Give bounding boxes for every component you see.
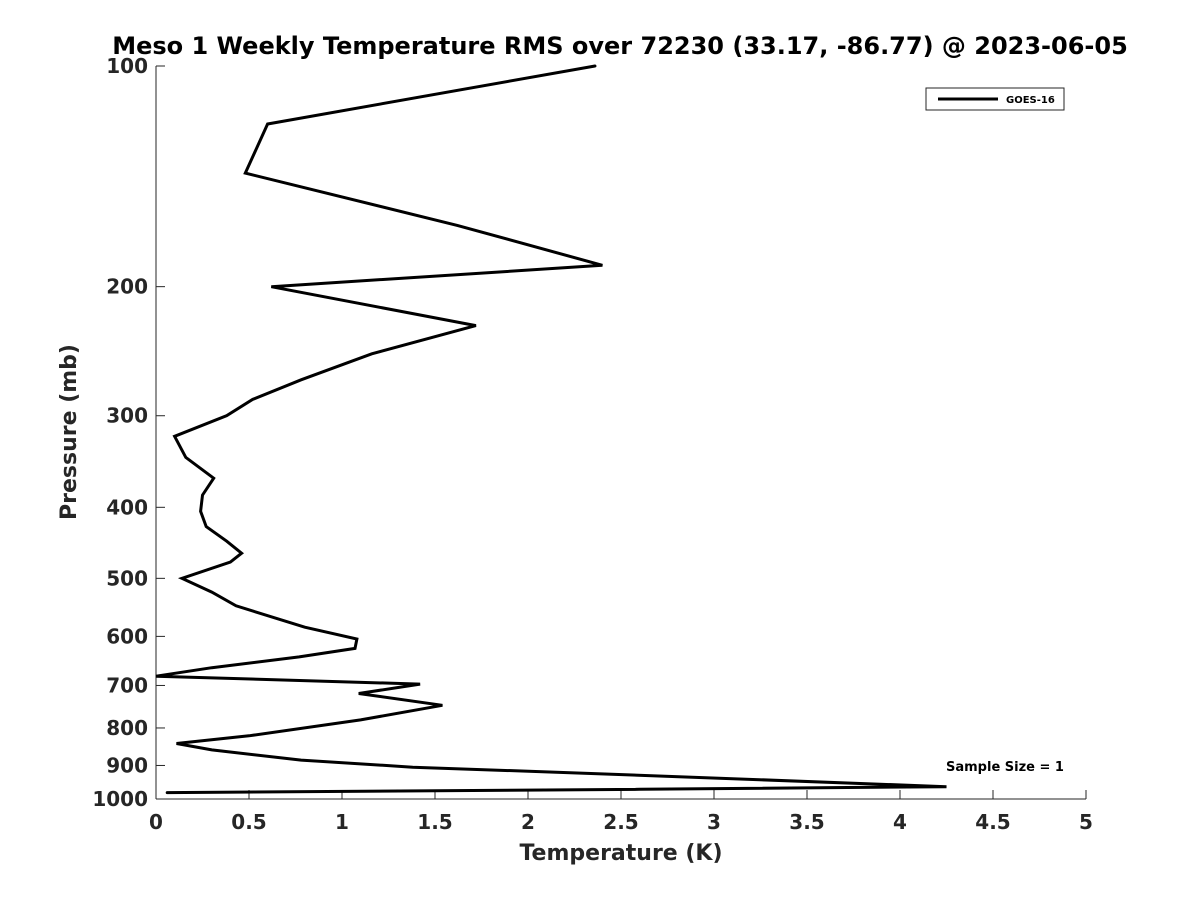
y-axis-ticks: 100 200 300 400 500 600 700 800 900 1000: [92, 54, 165, 811]
y-tick-label: 1000: [92, 787, 148, 811]
y-tick-label: 700: [106, 673, 148, 697]
y-axis-title: Pressure (mb): [57, 344, 82, 520]
series-line-goes-16: [155, 64, 947, 795]
x-tick-label: 0: [149, 810, 163, 834]
x-tick-label: 1: [335, 810, 349, 834]
legend-label-goes-16: GOES-16: [1006, 95, 1055, 106]
x-tick-label: 0.5: [231, 810, 266, 834]
x-tick-label: 4.5: [975, 810, 1010, 834]
series-layer: [155, 64, 947, 795]
chart-title: Meso 1 Weekly Temperature RMS over 72230…: [112, 32, 1128, 60]
y-tick-label: 500: [106, 566, 148, 590]
x-axis-ticks: 0 0.5 1 1.5 2 2.5 3 3.5 4 4.5 5: [149, 790, 1093, 834]
y-tick-label: 200: [106, 275, 148, 299]
y-tick-label: 900: [106, 753, 148, 777]
y-tick-label: 600: [106, 624, 148, 648]
legend: GOES-16: [925, 87, 1065, 111]
x-tick-label: 1.5: [417, 810, 452, 834]
y-tick-label: 400: [106, 495, 148, 519]
y-tick-label: 300: [106, 404, 148, 428]
x-tick-label: 2: [521, 810, 535, 834]
x-tick-label: 5: [1079, 810, 1093, 834]
x-tick-label: 3.5: [789, 810, 824, 834]
x-tick-label: 2.5: [603, 810, 638, 834]
y-tick-label: 800: [106, 716, 148, 740]
y-tick-label: 100: [106, 54, 148, 78]
x-tick-label: 3: [707, 810, 721, 834]
x-axis-title: Temperature (K): [519, 841, 722, 866]
sample-size-annotation: Sample Size = 1: [946, 760, 1064, 775]
x-tick-label: 4: [893, 810, 907, 834]
